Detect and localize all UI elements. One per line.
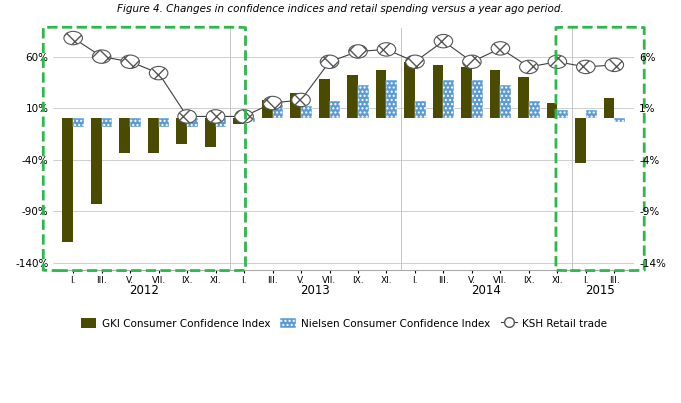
Bar xyxy=(330,101,340,118)
Bar xyxy=(216,118,226,127)
Bar xyxy=(233,118,244,124)
Legend: GKI Consumer Confidence Index, Nielsen Consumer Confidence Index, KSH Retail tra: GKI Consumer Confidence Index, Nielsen C… xyxy=(76,314,611,333)
Bar xyxy=(101,118,112,127)
Bar xyxy=(91,118,101,204)
Ellipse shape xyxy=(462,55,481,69)
Bar xyxy=(432,65,443,118)
Text: 2014: 2014 xyxy=(471,285,501,297)
Bar xyxy=(415,101,426,118)
Text: 2012: 2012 xyxy=(129,285,159,297)
Ellipse shape xyxy=(264,96,282,110)
Bar xyxy=(301,106,312,118)
Ellipse shape xyxy=(349,45,367,58)
Bar xyxy=(148,118,159,152)
Bar xyxy=(603,98,614,118)
Bar xyxy=(614,118,625,122)
Bar xyxy=(472,80,483,118)
Bar xyxy=(63,118,73,242)
Ellipse shape xyxy=(548,55,567,69)
Ellipse shape xyxy=(93,50,111,63)
Bar xyxy=(290,93,301,118)
Bar xyxy=(244,118,255,122)
Bar xyxy=(262,100,272,118)
Bar xyxy=(557,110,568,118)
Ellipse shape xyxy=(178,110,196,123)
Text: 2013: 2013 xyxy=(300,285,330,297)
Ellipse shape xyxy=(377,43,396,56)
Bar xyxy=(529,101,540,118)
Ellipse shape xyxy=(235,110,253,123)
Ellipse shape xyxy=(320,55,338,69)
Bar xyxy=(205,118,216,147)
Ellipse shape xyxy=(577,60,595,74)
Bar xyxy=(319,79,330,118)
Text: Figure 4. Changes in confidence indices and retail spending versus a year ago pe: Figure 4. Changes in confidence indices … xyxy=(117,4,564,14)
Bar xyxy=(443,80,454,118)
Ellipse shape xyxy=(121,55,140,69)
Ellipse shape xyxy=(291,93,311,107)
Ellipse shape xyxy=(406,55,424,69)
Bar xyxy=(358,85,369,118)
Ellipse shape xyxy=(605,58,624,72)
Bar xyxy=(176,118,187,144)
Bar xyxy=(387,80,397,118)
Text: 2015: 2015 xyxy=(585,285,615,297)
Bar xyxy=(376,70,387,118)
Bar xyxy=(130,118,141,127)
Ellipse shape xyxy=(520,60,538,74)
Bar xyxy=(586,110,597,118)
Bar xyxy=(461,67,472,118)
Ellipse shape xyxy=(64,31,82,45)
Bar xyxy=(547,103,557,118)
Bar xyxy=(404,62,415,118)
Ellipse shape xyxy=(491,42,509,55)
Bar xyxy=(73,118,84,127)
Bar xyxy=(187,118,198,127)
Ellipse shape xyxy=(434,34,453,48)
Bar xyxy=(272,105,283,118)
Ellipse shape xyxy=(149,66,168,80)
Bar xyxy=(347,75,358,118)
Bar xyxy=(490,70,501,118)
Bar xyxy=(575,118,586,163)
Bar xyxy=(501,85,511,118)
Ellipse shape xyxy=(206,110,225,123)
Bar xyxy=(119,118,130,152)
Bar xyxy=(159,118,170,127)
Bar xyxy=(518,77,529,118)
